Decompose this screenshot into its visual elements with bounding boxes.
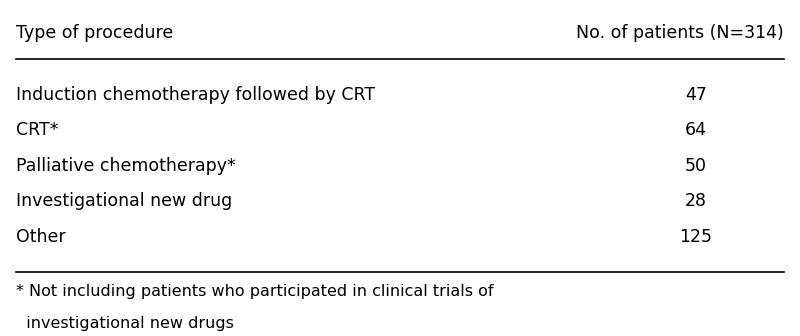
Text: Investigational new drug: Investigational new drug — [16, 192, 232, 210]
Text: Other: Other — [16, 227, 66, 246]
Text: Induction chemotherapy followed by CRT: Induction chemotherapy followed by CRT — [16, 86, 375, 103]
Text: 47: 47 — [685, 86, 707, 103]
Text: Type of procedure: Type of procedure — [16, 24, 174, 42]
Text: Palliative chemotherapy*: Palliative chemotherapy* — [16, 157, 236, 175]
Text: * Not including patients who participated in clinical trials of: * Not including patients who participate… — [16, 284, 494, 299]
Text: No. of patients (N=314): No. of patients (N=314) — [576, 24, 784, 42]
Text: 125: 125 — [679, 227, 713, 246]
Text: 64: 64 — [685, 121, 707, 139]
Text: investigational new drugs: investigational new drugs — [16, 317, 234, 331]
Text: 28: 28 — [685, 192, 707, 210]
Text: CRT*: CRT* — [16, 121, 58, 139]
Text: 50: 50 — [685, 157, 707, 175]
